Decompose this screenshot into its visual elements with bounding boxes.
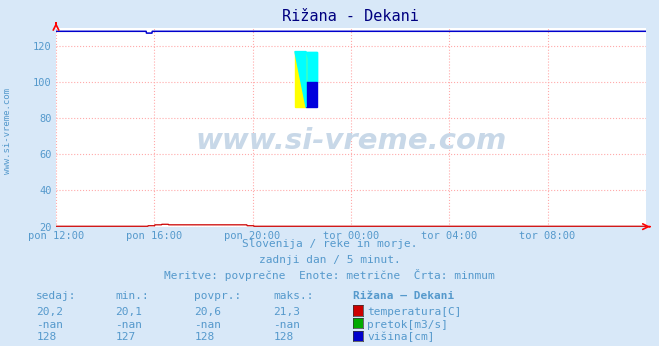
Text: zadnji dan / 5 minut.: zadnji dan / 5 minut. [258,255,401,265]
Text: višina[cm]: višina[cm] [367,332,434,343]
Text: -nan: -nan [115,320,142,330]
Text: pretok[m3/s]: pretok[m3/s] [367,320,448,330]
Polygon shape [306,52,317,82]
Bar [295,52,306,107]
Bar [306,52,317,82]
Text: 128: 128 [273,333,294,343]
Text: min.:: min.: [115,291,149,301]
Text: 20,2: 20,2 [36,307,63,317]
Text: Meritve: povprečne  Enote: metrične  Črta: minmum: Meritve: povprečne Enote: metrične Črta:… [164,268,495,281]
Text: -nan: -nan [273,320,301,330]
Text: 128: 128 [194,333,215,343]
Text: sedaj:: sedaj: [36,291,76,301]
Bar [306,82,317,107]
Text: 128: 128 [36,333,57,343]
Text: 21,3: 21,3 [273,307,301,317]
Text: Rižana – Dekani: Rižana – Dekani [353,291,454,301]
Text: www.si-vreme.com: www.si-vreme.com [195,127,507,155]
Text: povpr.:: povpr.: [194,291,242,301]
Text: 127: 127 [115,333,136,343]
Text: 20,6: 20,6 [194,307,221,317]
Text: Slovenija / reke in morje.: Slovenija / reke in morje. [242,239,417,249]
Text: 20,1: 20,1 [115,307,142,317]
Text: temperatura[C]: temperatura[C] [367,307,461,317]
Polygon shape [295,52,306,107]
Text: -nan: -nan [194,320,221,330]
Title: Rižana - Dekani: Rižana - Dekani [283,9,419,24]
Text: maks.:: maks.: [273,291,314,301]
Text: -nan: -nan [36,320,63,330]
Text: www.si-vreme.com: www.si-vreme.com [3,89,13,174]
